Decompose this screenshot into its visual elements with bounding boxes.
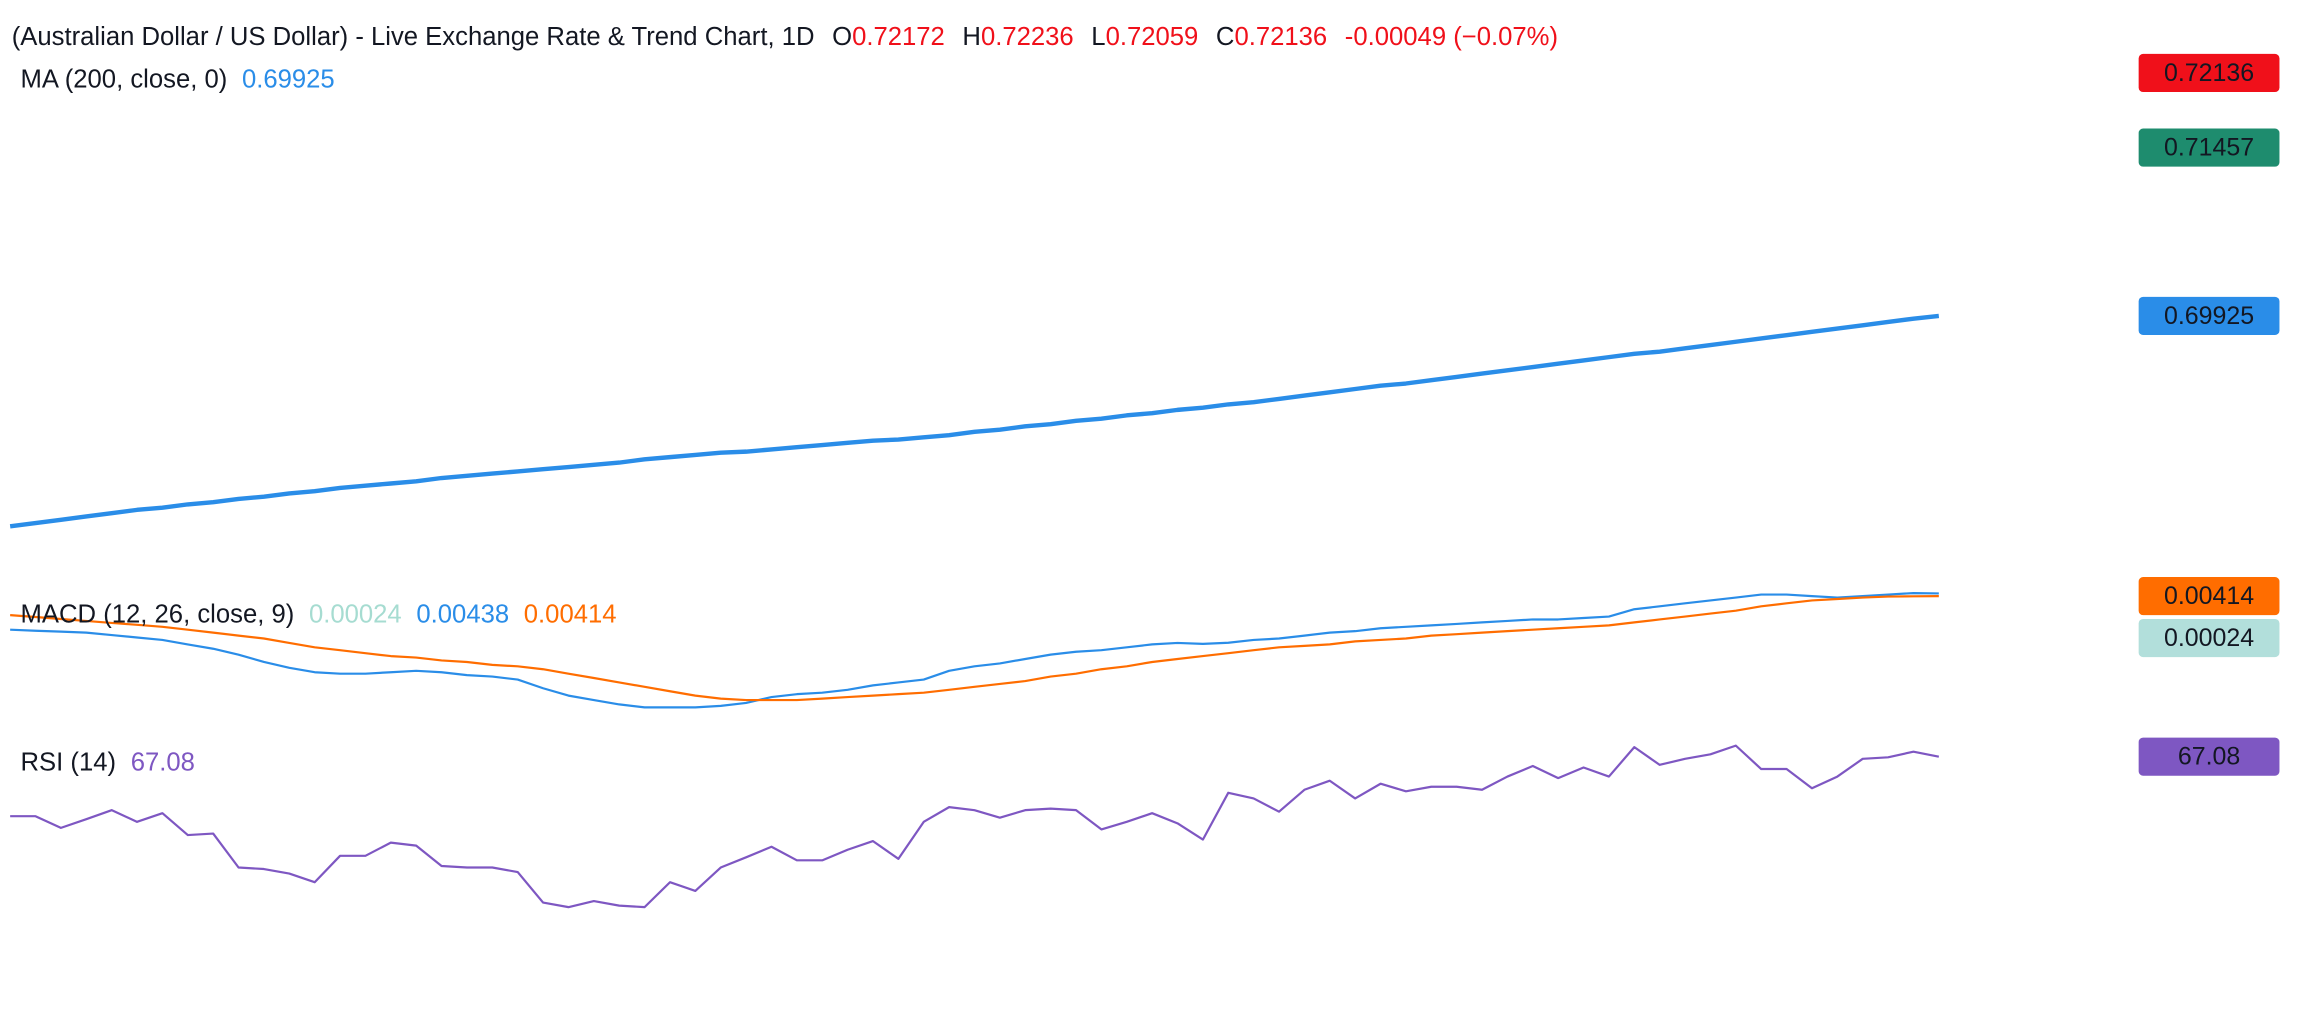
rsi-value: 67.08 [131,748,195,776]
last-price-label-box [2138,53,2280,93]
signal-price-label: 0.00414 [2164,582,2254,610]
ma-price-label: 0.69925 [2164,302,2254,330]
ohlc-letter: L [1091,23,1105,51]
histogram-price-label: 0.00024 [2164,624,2254,652]
histogram-value: 0.00024 [309,600,402,628]
high-value: 0.72236 [981,23,1074,51]
labels-layer: 0.72136 0.71457 0.69925 0.00414 0.00024 67.08 [2138,53,2280,776]
chart-title: (Australian Dollar / US Dollar) - Live E… [12,23,815,51]
histogram-price-label-box [2138,618,2280,658]
rsi-price-label: 67.08 [2178,743,2240,771]
ohlc-letter: C [1216,23,1235,51]
last-price-label: 0.72136 [2164,59,2254,87]
ma-price-label-box [2138,296,2280,335]
marks-layer [9,313,1940,909]
rsi-label: RSI (14) [21,748,117,776]
rsi-legend: RSI (14) 67.08 [21,748,195,776]
ohlc-letter: O [832,23,852,51]
close-value: 0.72136 [1234,23,1327,51]
ohlc-letter: H [962,23,981,51]
level-label: 0.71457 [2164,134,2254,162]
ma-legend: MA (200, close, 0) 0.69925 [21,65,335,93]
macd-value: 0.00438 [416,600,509,628]
rsi-line [10,744,1940,909]
macd-line [10,591,1939,709]
signal-value: 0.00414 [524,600,617,628]
signal-line [10,594,1939,702]
rsi-price-label-box [2138,737,2280,776]
low-value: 0.72059 [1106,23,1199,51]
level-label-box [2138,128,2280,167]
signal-price-label-box [2138,577,2280,616]
macd-label: MACD (12, 26, close, 9) [21,600,295,628]
open-value: 0.72172 [852,23,945,51]
change-value: -0.00049 (−0.07%) [1345,23,1558,51]
ma-line [9,313,1940,529]
ma-label: MA (200, close, 0) [21,65,228,93]
ma-value: 0.69925 [242,65,335,93]
macd-legend: MACD (12, 26, close, 9) 0.00024 0.00438 0.0… [21,600,617,628]
chart-header: (Australian Dollar / US Dollar) - Live E… [12,23,1558,51]
